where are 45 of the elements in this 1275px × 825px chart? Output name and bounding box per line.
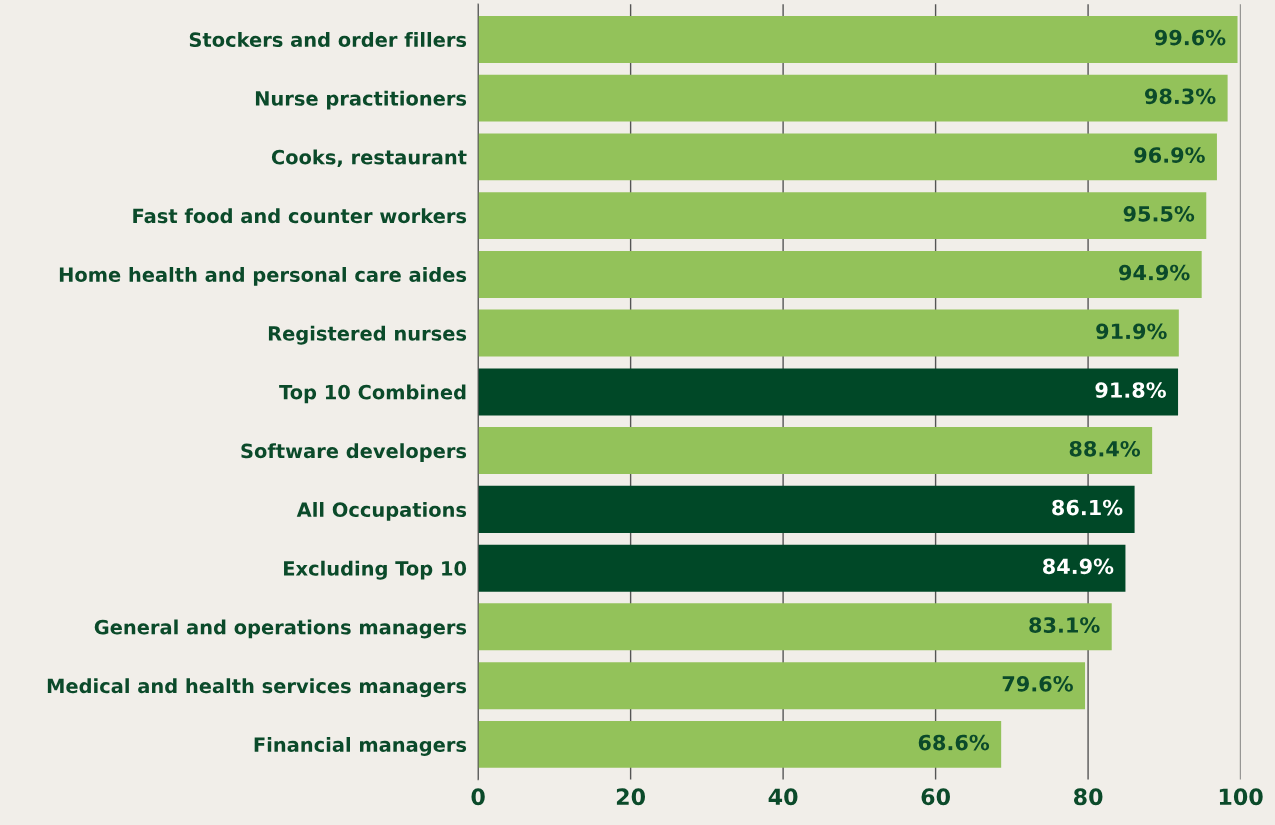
bar [478, 15, 1238, 63]
data-label: 94.9% [1119, 264, 1190, 281]
data-label: 83.1% [1029, 617, 1100, 633]
data-label: 91.9% [1096, 323, 1167, 340]
y-tick-label: Registered nurses [268, 325, 467, 345]
data-label: 68.6% [918, 734, 990, 751]
data-label: 96.9% [1134, 147, 1205, 163]
y-tick-label: Nurse practitioners [255, 90, 467, 110]
data-label: 98.3% [1144, 88, 1216, 105]
bar [478, 133, 1217, 181]
bar [478, 485, 1135, 533]
bar [478, 250, 1202, 298]
data-label: 91.8% [1095, 382, 1166, 398]
bar [478, 192, 1207, 240]
bar [478, 427, 1153, 475]
bar [478, 603, 1112, 651]
data-label: 88.4% [1069, 440, 1141, 457]
x-tick-label: 20 [616, 788, 646, 806]
x-tick-label: 40 [768, 788, 798, 806]
x-tick-label: 80 [1073, 788, 1103, 806]
bar [478, 544, 1126, 592]
data-label: 79.6% [1002, 675, 1073, 692]
y-tick-label: All Occupations [296, 501, 467, 521]
x-tick-label: 100 [1219, 788, 1263, 806]
bar [478, 74, 1228, 122]
y-tick-label: General and operations managers [94, 619, 467, 639]
data-label: 99.6% [1154, 29, 1226, 46]
data-label: 84.9% [1043, 558, 1114, 575]
y-tick-label: Excluding Top 10 [284, 560, 467, 580]
bar [478, 368, 1179, 416]
y-tick-label: Software developers [241, 443, 467, 463]
y-tick-label: Medical and health services managers [47, 678, 467, 698]
y-tick-label: Fast food and counter workers [133, 208, 467, 224]
bar [478, 662, 1086, 710]
y-tick-label: Cooks, restaurant [271, 149, 467, 168]
y-tick-label: Home health and personal care aides [59, 266, 467, 286]
y-tick-label: Financial managers [254, 736, 467, 756]
y-tick-label: Stockers and order fillers [189, 31, 467, 48]
bar [478, 720, 1002, 768]
data-label: 86.1% [1052, 499, 1123, 516]
y-tick-label: Top 10 Combined [279, 384, 466, 404]
x-tick-label: 0 [471, 788, 485, 806]
bar [478, 309, 1179, 357]
x-tick-label: 60 [921, 788, 950, 806]
data-label: 95.5% [1123, 205, 1195, 222]
